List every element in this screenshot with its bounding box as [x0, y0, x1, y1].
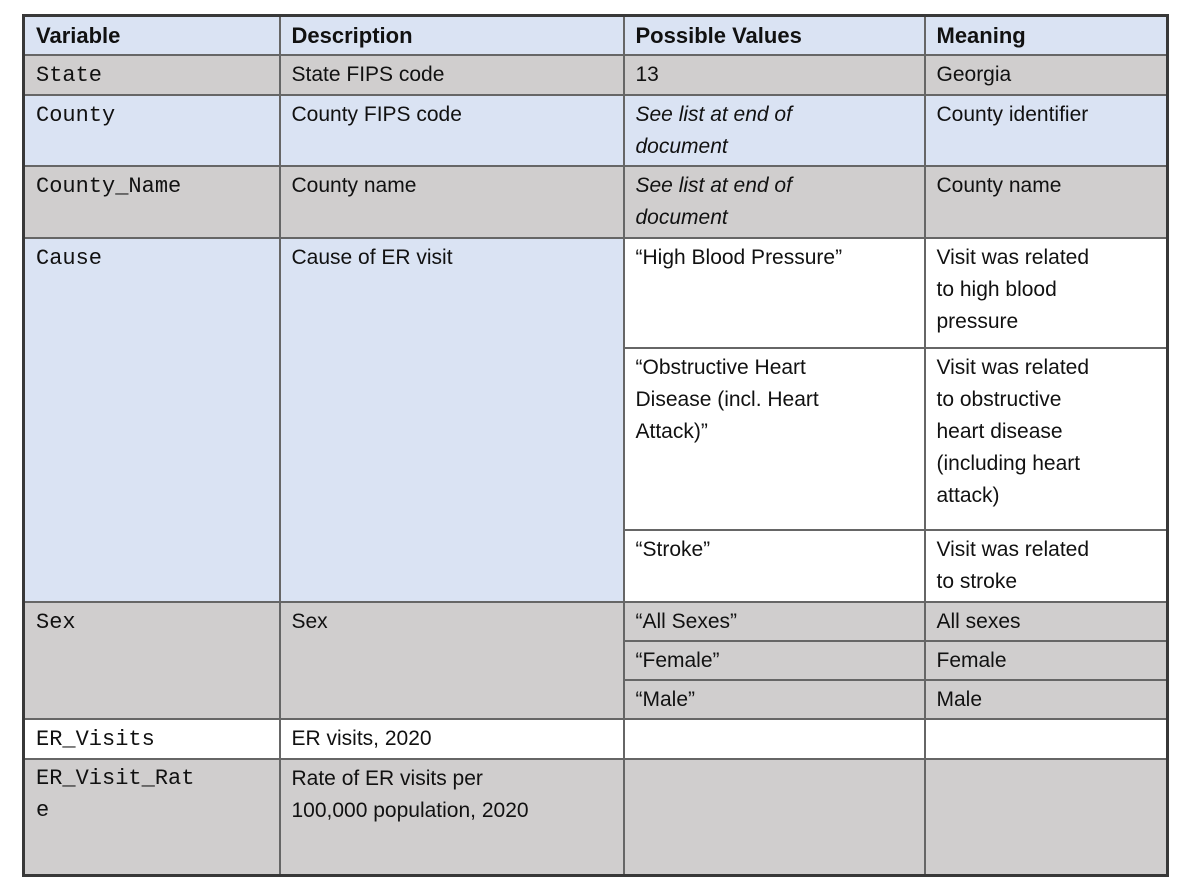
- cell-county-value: See list at end of document: [622, 94, 926, 167]
- cell-cause-meaning-high-blood-pressure: Visit was related to high blood pressure: [923, 237, 1169, 349]
- header-row: Variable Description Possible Values Mea…: [22, 14, 1169, 56]
- column-header-variable: Variable: [22, 14, 281, 56]
- cell-er-visit-rate-variable: ER_Visit_Rate: [22, 758, 281, 876]
- cell-county-variable: County: [22, 94, 281, 167]
- cell-sex-value-all-sexes: “All Sexes”: [622, 601, 926, 642]
- cell-er-visits-description: ER visits, 2020: [278, 718, 625, 760]
- cell-state-variable: State: [22, 54, 281, 96]
- cell-cause-value-stroke: “Stroke”: [622, 529, 926, 603]
- cell-cause-value-high-blood-pressure: “High Blood Pressure”: [622, 237, 926, 349]
- cell-cause-variable: Cause: [22, 237, 281, 603]
- cell-er-visit-rate-meaning: [923, 758, 1169, 876]
- cell-er-visits-value: [622, 718, 926, 760]
- row-er-visit-rate: ER_Visit_Rate Rate of ER visits per 100,…: [22, 758, 1169, 876]
- cell-sex-meaning-female: Female: [923, 640, 1169, 681]
- cell-sex-meaning-male: Male: [923, 679, 1169, 720]
- cell-cause-description: Cause of ER visit: [278, 237, 625, 603]
- cell-er-visits-meaning: [923, 718, 1169, 760]
- row-sex-option-male: “Male” Male: [24, 679, 1169, 720]
- column-header-possible-values: Possible Values: [622, 14, 926, 56]
- cell-cause-meaning-stroke: Visit was related to stroke: [923, 529, 1169, 603]
- column-header-description: Description: [278, 14, 625, 56]
- cell-county-name-value: See list at end of document: [622, 165, 926, 239]
- row-cause-option-high-blood-pressure: Cause Cause of ER visit “High Blood Pres…: [22, 237, 1169, 603]
- row-er-visits: ER_Visits ER visits, 2020: [22, 718, 1169, 760]
- cell-sex-value-male: “Male”: [622, 679, 926, 720]
- cell-county-description: County FIPS code: [278, 94, 625, 167]
- row-county-name: County_Name County name See list at end …: [22, 165, 1169, 239]
- row-cause-option-stroke: “Stroke” Visit was related to stroke: [24, 529, 1169, 603]
- cell-er-visit-rate-description: Rate of ER visits per 100,000 population…: [278, 758, 625, 876]
- cell-state-meaning: Georgia: [923, 54, 1169, 96]
- variable-codebook-table: Variable Description Possible Values Mea…: [22, 14, 1169, 877]
- cell-state-description: State FIPS code: [278, 54, 625, 96]
- cell-er-visits-variable: ER_Visits: [22, 718, 281, 760]
- cell-cause-meaning-obstructive-heart-disease: Visit was related to obstructive heart d…: [923, 347, 1169, 531]
- cell-county-name-meaning: County name: [923, 165, 1169, 239]
- row-sex-option-all-sexes: Sex Sex “All Sexes” All sexes: [22, 601, 1169, 720]
- cell-er-visit-rate-value: [622, 758, 926, 876]
- row-county: County County FIPS code See list at end …: [22, 94, 1169, 167]
- row-state: State State FIPS code 13 Georgia: [22, 54, 1169, 96]
- cell-sex-description: Sex: [278, 601, 625, 720]
- cell-county-name-description: County name: [278, 165, 625, 239]
- cell-cause-value-obstructive-heart-disease: “Obstructive Heart Disease (incl. Heart …: [622, 347, 926, 531]
- cell-state-value: 13: [622, 54, 926, 96]
- cell-sex-variable: Sex: [22, 601, 281, 720]
- cell-sex-meaning-all-sexes: All sexes: [923, 601, 1169, 642]
- row-sex-option-female: “Female” Female: [24, 640, 1169, 681]
- cell-sex-value-female: “Female”: [622, 640, 926, 681]
- column-header-meaning: Meaning: [923, 14, 1169, 56]
- cell-county-meaning: County identifier: [923, 94, 1169, 167]
- cell-county-name-variable: County_Name: [22, 165, 281, 239]
- row-cause-option-obstructive-heart-disease: “Obstructive Heart Disease (incl. Heart …: [24, 347, 1169, 531]
